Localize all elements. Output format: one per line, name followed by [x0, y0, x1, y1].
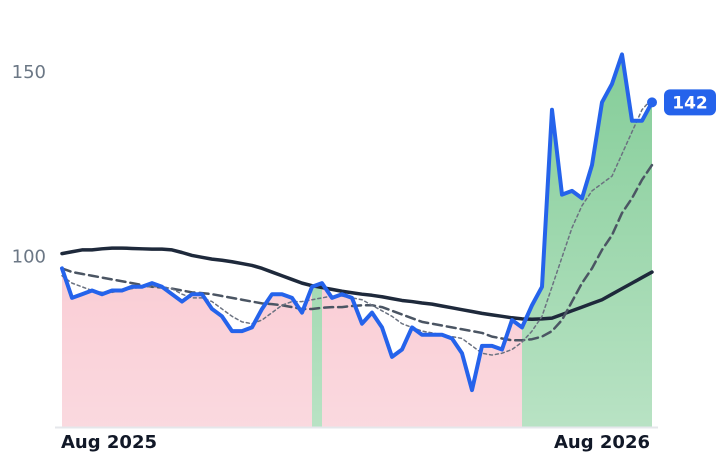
last-point: [647, 97, 657, 108]
x-tick-label: Aug 2026: [554, 432, 650, 453]
area-fade: [62, 17, 652, 427]
x-tick-label: Aug 2025: [61, 432, 157, 453]
y-tick-label: 150: [12, 62, 46, 83]
last-value-label: 142: [672, 93, 708, 113]
price-line: [60, 52, 654, 393]
last-value-badge: [664, 89, 716, 116]
y-tick-label: 100: [12, 246, 46, 267]
average-line: [60, 246, 654, 322]
